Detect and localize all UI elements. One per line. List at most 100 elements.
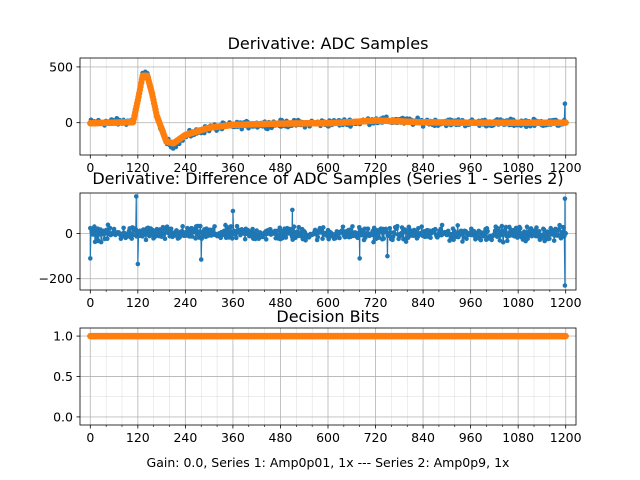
data-point bbox=[303, 238, 308, 243]
x-tick-label: 960 bbox=[459, 295, 483, 310]
data-point bbox=[198, 257, 204, 262]
data-point bbox=[385, 253, 390, 259]
chart-title: Derivative: Difference of ADC Samples (S… bbox=[92, 169, 563, 188]
panel-adc-samples: 0 120 240 360 480 600 720 840 960 1080 1200 0 500 Der… bbox=[49, 34, 582, 175]
data-point bbox=[365, 226, 371, 232]
data-point bbox=[464, 236, 469, 242]
plot-area bbox=[87, 332, 569, 340]
data-point bbox=[135, 261, 141, 267]
data-point bbox=[205, 233, 211, 239]
data-point bbox=[542, 238, 547, 244]
y-tick-label: 0.0 bbox=[53, 409, 73, 424]
x-tick-label: 1200 bbox=[550, 295, 582, 310]
data-point bbox=[88, 256, 93, 261]
data-point bbox=[561, 225, 566, 230]
x-tick-label: 1200 bbox=[550, 160, 582, 175]
data-point bbox=[104, 236, 110, 242]
data-point bbox=[419, 224, 425, 229]
data-point bbox=[536, 228, 542, 234]
data-point bbox=[460, 239, 465, 244]
data-point bbox=[439, 222, 445, 228]
data-point bbox=[90, 232, 96, 237]
data-point bbox=[104, 227, 109, 233]
data-point bbox=[162, 236, 168, 242]
data-point bbox=[556, 226, 562, 232]
data-point bbox=[563, 231, 568, 236]
y-tick-label: −200 bbox=[39, 271, 73, 286]
panel-difference: 0 120 240 360 480 600 720 840 960 1080 1200 −200 0 De… bbox=[39, 169, 582, 310]
data-point bbox=[315, 234, 321, 240]
data-point bbox=[521, 229, 527, 234]
data-point bbox=[274, 228, 280, 234]
x-tick-label: 840 bbox=[411, 430, 435, 445]
data-point bbox=[355, 235, 361, 241]
data-point bbox=[296, 224, 302, 230]
data-point bbox=[433, 226, 438, 232]
x-tick-label: 360 bbox=[221, 295, 245, 310]
x-tick-label: 0 bbox=[86, 295, 94, 310]
x-tick-label: 960 bbox=[459, 160, 483, 175]
data-point bbox=[283, 235, 289, 240]
data-point bbox=[277, 225, 283, 231]
x-tick-label: 360 bbox=[221, 430, 245, 445]
x-tick-label: 960 bbox=[459, 430, 483, 445]
data-point bbox=[503, 224, 509, 230]
data-point bbox=[387, 225, 393, 231]
chart-title: Derivative: ADC Samples bbox=[228, 34, 429, 53]
data-point bbox=[499, 223, 505, 229]
data-point bbox=[234, 235, 239, 241]
data-point bbox=[107, 225, 113, 231]
data-point bbox=[212, 224, 217, 229]
data-point bbox=[254, 228, 259, 233]
data-point bbox=[478, 237, 484, 243]
data-point bbox=[485, 228, 490, 234]
series-1 bbox=[88, 194, 568, 288]
x-tick-label: 1080 bbox=[502, 295, 534, 310]
data-point bbox=[230, 208, 236, 214]
data-point bbox=[340, 224, 346, 230]
x-tick-label: 240 bbox=[173, 295, 197, 310]
x-tick-label: 240 bbox=[173, 430, 197, 445]
data-point bbox=[198, 223, 203, 229]
y-tick-label: 0.5 bbox=[53, 369, 73, 384]
data-point bbox=[455, 223, 461, 228]
data-point bbox=[517, 226, 523, 231]
x-tick-label: 480 bbox=[269, 160, 293, 175]
data-point bbox=[481, 233, 487, 238]
data-point bbox=[489, 237, 494, 243]
x-tick-label: 720 bbox=[364, 430, 388, 445]
y-tick-label: 500 bbox=[49, 59, 73, 74]
data-point bbox=[189, 225, 194, 231]
x-tick-label: 480 bbox=[269, 295, 293, 310]
data-point bbox=[394, 223, 400, 229]
x-tick-label: 1080 bbox=[502, 160, 534, 175]
series-1 bbox=[87, 332, 569, 340]
data-point bbox=[98, 239, 104, 245]
x-tick-label: 600 bbox=[316, 295, 340, 310]
data-point bbox=[291, 224, 297, 230]
data-point bbox=[350, 224, 355, 229]
x-tick-label: 600 bbox=[316, 160, 340, 175]
chart-title: Decision Bits bbox=[276, 307, 379, 326]
data-point bbox=[500, 239, 506, 245]
data-point bbox=[524, 224, 530, 230]
x-tick-label: 1200 bbox=[550, 430, 582, 445]
data-point bbox=[534, 225, 539, 230]
data-point bbox=[532, 228, 538, 234]
data-point bbox=[337, 235, 342, 241]
data-point bbox=[562, 283, 568, 288]
x-tick-label: 840 bbox=[411, 295, 435, 310]
data-point bbox=[250, 226, 255, 232]
x-tick-label: 240 bbox=[173, 160, 197, 175]
x-tick-label: 360 bbox=[221, 160, 245, 175]
data-point bbox=[94, 232, 99, 237]
data-point bbox=[551, 238, 557, 243]
x-tick-label: 840 bbox=[411, 160, 435, 175]
data-point bbox=[473, 236, 478, 242]
x-tick-label: 0 bbox=[86, 160, 94, 175]
y-tick-label: 0 bbox=[65, 226, 73, 241]
data-point bbox=[234, 223, 240, 229]
data-point bbox=[381, 236, 386, 241]
plot-area bbox=[87, 69, 569, 151]
